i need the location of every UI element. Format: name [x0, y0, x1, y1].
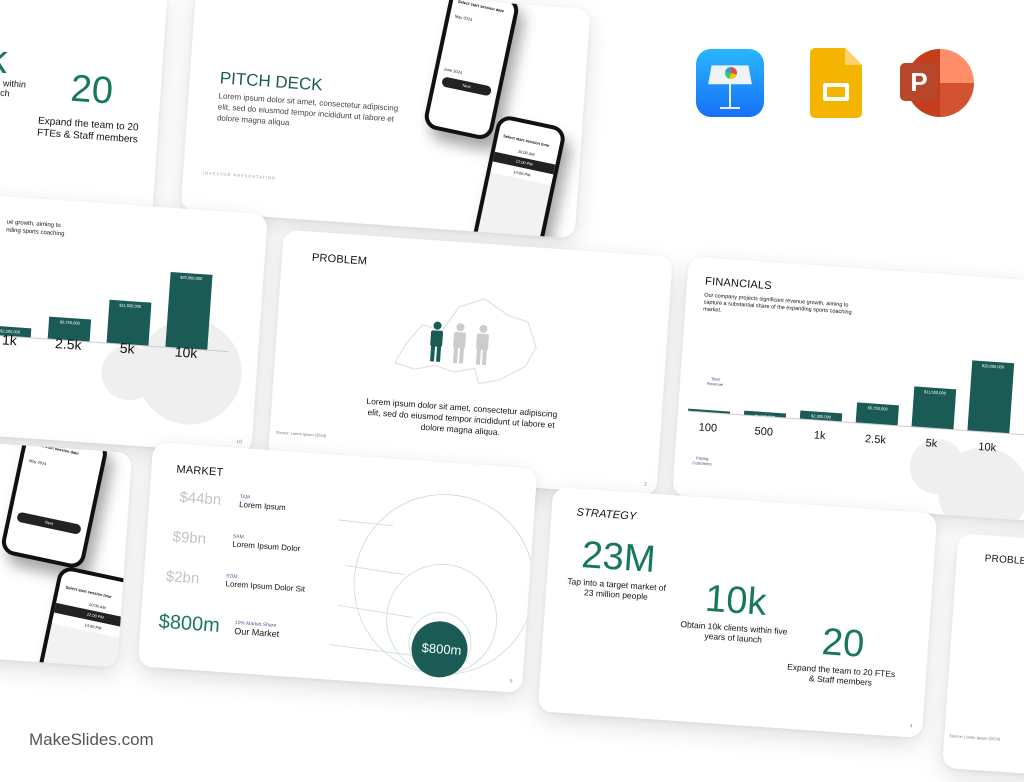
customers-label: 5k	[925, 437, 938, 451]
bar-value-label: $11,500,000	[923, 388, 947, 396]
customers-label: 500	[754, 425, 774, 439]
stat-value: k	[0, 36, 10, 83]
bar-chart: $2,300,000 1k $5,750,000 2.5k $11,500,000 …	[0, 235, 236, 361]
slide-pitch-deck[interactable]: PITCH DECK Lorem ipsum dolor sit amet, c…	[180, 0, 591, 239]
slide-title: PROBLEM	[311, 251, 368, 268]
bar: $2,300,000	[799, 410, 843, 422]
market-circles	[329, 494, 535, 678]
page-number: 4	[909, 723, 913, 730]
market-value: $2bn	[165, 568, 200, 588]
slide-financials-partial[interactable]: ue growth, aiming to nding sports coachi…	[0, 185, 268, 455]
customers-label: 2.5k	[54, 335, 83, 353]
slide-problem-partial[interactable]: PROBLEM Source: Lorem Ipsum (2024)	[942, 533, 1024, 782]
bar: $5,750,000	[855, 402, 899, 426]
stat-20: 20 Expand the team to 20 FTEs & Staff me…	[785, 619, 899, 690]
our-market-circle	[411, 621, 468, 678]
market-label: Lorem Ipsum	[238, 499, 287, 513]
market-row: $2bn SOM Lorem Ipsum Dolor Sit	[165, 568, 305, 595]
stat-caption: s within nch	[0, 77, 27, 99]
stat-value: 23M	[580, 534, 657, 582]
bar-value-label: $5,750,000	[59, 319, 80, 327]
customers-label: 5k	[119, 339, 136, 357]
customers-label: 10k	[174, 343, 198, 361]
page-number: 10	[236, 438, 243, 446]
slide-title: FINANCIALS	[704, 275, 773, 293]
customers-label: 100	[698, 421, 718, 435]
bar-value-label: $2,300,000	[810, 413, 832, 420]
stat-value: 20	[820, 621, 866, 666]
phone-mockup-calendar: Select start session date May 2024 Next	[0, 437, 110, 571]
market-value: $44bn	[178, 488, 222, 509]
page-number: 5	[509, 678, 513, 685]
bar-value-label: $5,750,000	[867, 405, 888, 412]
stat-caption: Expand the team to 20 FTEs & Staff membe…	[36, 115, 139, 146]
slide-title: STRATEGY	[576, 506, 637, 523]
customers-label: 2.5k	[864, 433, 887, 447]
slide-app-mockup[interactable]: Select start session date May 2024 Next …	[0, 437, 133, 668]
slide-strategy[interactable]: STRATEGY 23M Tap into a target market of…	[537, 486, 938, 739]
source-note: Source: Lorem Ipsum (2024)	[949, 733, 1001, 742]
bar: $11,500,000	[911, 386, 957, 430]
slide-title: MARKET	[176, 463, 224, 479]
market-value: $9bn	[172, 528, 207, 548]
google-slides-icon	[810, 48, 862, 118]
bar: $20,000,000	[967, 360, 1015, 434]
bar-chart: 100 $1,150,000 500 $2,300,000 1k $5,750,000…	[688, 336, 1024, 454]
customers-label: 1k	[1, 331, 18, 349]
bar-value-label: $20,000,000	[179, 274, 203, 282]
slide-title: PROBLEM	[984, 553, 1024, 568]
slide-strategy-partial[interactable]: k s within nch 20 Expand the team to 20 …	[0, 0, 168, 229]
bar	[688, 408, 731, 414]
slide-problem[interactable]: PROBLEM Lorem ipsum dolor sit amet, cons…	[267, 229, 673, 497]
bar-value-label: $1,150,000	[754, 413, 776, 420]
market-row: $800m 10% Market Share Our Market	[158, 611, 280, 642]
slide-market[interactable]: MARKET $44bn TAM Lorem Ipsum $9bn SAM Lo…	[137, 441, 538, 694]
paying-customers-label: Paying Customers	[692, 455, 712, 467]
slide-body: Lorem ipsum dolor sit amet, consectetur …	[366, 395, 558, 438]
customers-label: 1k	[813, 429, 826, 443]
slide-body: Lorem ipsum dolor sit amet, consectetur …	[216, 91, 399, 128]
map-outline-icon	[394, 298, 537, 385]
watermark: MakeSlides.com	[29, 730, 154, 749]
keynote-icon	[696, 49, 764, 117]
bar-value-label: $20,000,000	[981, 363, 1005, 370]
slide-description: Our company projects significant revenue…	[702, 292, 852, 316]
powerpoint-icon: P	[900, 49, 974, 117]
people-icon	[430, 321, 489, 366]
market-row: $44bn TAM Lorem Ipsum	[179, 489, 287, 513]
stat-value: 20	[69, 67, 115, 113]
slide-financials[interactable]: FINANCIALS Our company projects signific…	[672, 256, 1024, 524]
market-value: $800m	[158, 610, 221, 637]
powerpoint-letter: P	[900, 63, 938, 101]
slide-footer: INVESTOR PRESENTATION	[202, 170, 277, 181]
phone-mockup-time: Select start session time 10:00 AM 12:00…	[28, 564, 133, 668]
bar: $20,000,000	[165, 271, 213, 350]
page-number: 2	[643, 481, 648, 488]
source-note: Source: Lorem ipsum (2024)	[275, 429, 327, 439]
market-row: $9bn SAM Lorem Ipsum Dolor	[172, 528, 301, 554]
bar: $1,150,000	[743, 410, 787, 420]
bar-value-label: $11,500,000	[119, 302, 142, 309]
slide-description: ue growth, aiming to nding sports coachi…	[5, 219, 65, 238]
stat-23m: 23M Tap into a target market of 23 milli…	[561, 533, 675, 604]
stat-10k: 10k Obtain 10k clients within five years…	[678, 576, 792, 647]
stat-value: 10k	[703, 577, 768, 624]
